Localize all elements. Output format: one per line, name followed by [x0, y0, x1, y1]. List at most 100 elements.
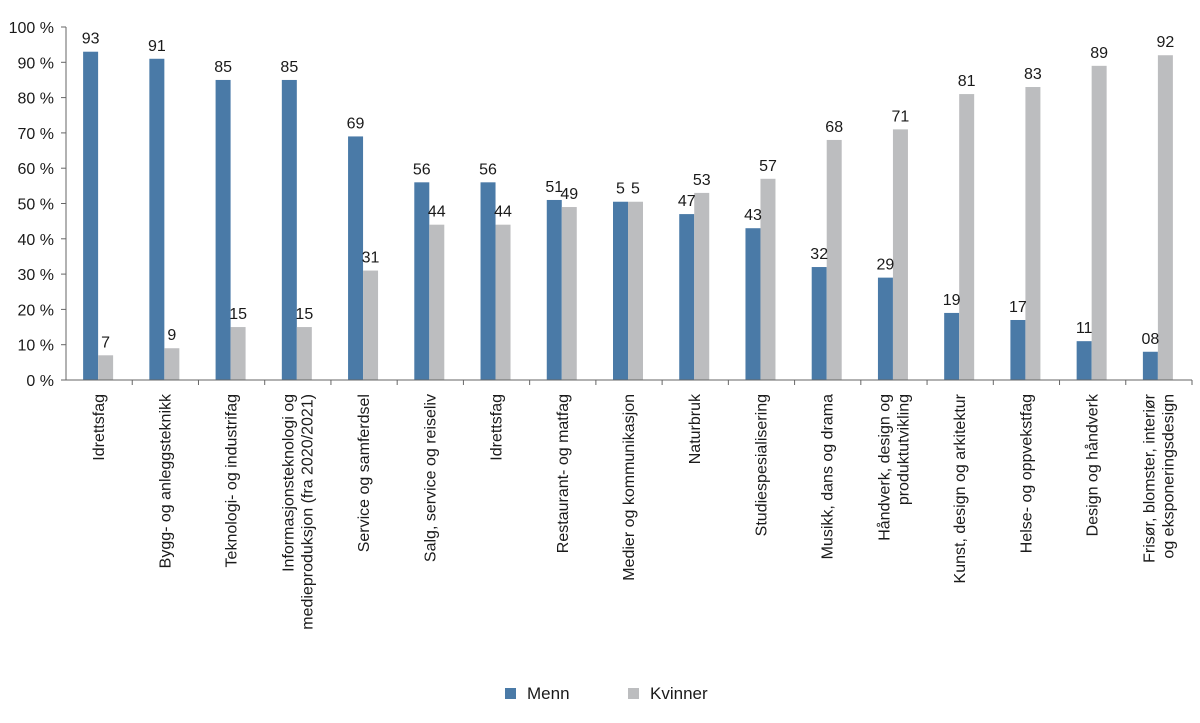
- x-category-label-line: Salg, service og reiseliv: [422, 394, 439, 562]
- data-label-menn: 11: [1076, 320, 1093, 337]
- x-category-label-line: Naturbruk: [687, 393, 704, 464]
- bar-menn: [480, 182, 496, 380]
- data-label-menn: 69: [347, 115, 365, 132]
- bar-kvinner: [363, 270, 379, 380]
- bar-kvinner: [1025, 87, 1041, 380]
- bar-menn: [348, 136, 364, 380]
- data-label-menn: 85: [280, 59, 298, 76]
- x-category-label-line: Studiespesialisering: [753, 394, 770, 536]
- bar-kvinner: [760, 178, 776, 380]
- data-label-kvinner: 89: [1090, 45, 1108, 62]
- x-category-label: Salg, service og reiseliv: [422, 394, 439, 562]
- x-category-label: Design og håndverk: [1084, 393, 1102, 536]
- bar-menn: [679, 214, 695, 380]
- legend-swatch-menn: [505, 688, 516, 699]
- bar-kvinner: [561, 207, 577, 380]
- x-category-label-line: Kunst, design og arkitektur: [952, 393, 969, 583]
- y-tick-label: 30 %: [18, 267, 54, 284]
- data-label-kvinner: 44: [494, 204, 512, 221]
- legend-label-menn: Menn: [527, 684, 570, 703]
- x-axis: Idrettsfag Bygg- og anleggsteknikk Teknolo…: [66, 379, 1193, 630]
- data-label-menn: 17: [1009, 299, 1027, 316]
- data-label-menn: 43: [744, 207, 762, 224]
- bar-menn: [546, 199, 562, 380]
- y-tick-label: 50 %: [18, 197, 54, 214]
- x-category-label-line: Informasjonsteknologi og: [280, 394, 297, 572]
- x-category-label-line: Service og samferdsel: [356, 394, 373, 552]
- legend: Menn Kvinner: [505, 684, 708, 703]
- data-label-kvinner: 71: [892, 108, 910, 125]
- data-label-kvinner: 15: [229, 306, 247, 323]
- data-label-menn: 19: [943, 292, 961, 309]
- data-label-kvinner: 83: [1024, 66, 1042, 83]
- bar-kvinner: [959, 94, 975, 380]
- y-axis: 0 % 10 % 20 % 30 % 40 % 50 % 60 % 70 % 80 % 90 % 1…: [9, 20, 67, 390]
- data-label-kvinner: 15: [295, 306, 313, 323]
- x-category-label: Frisør, blomster, interiør og eksponering…: [1141, 393, 1177, 563]
- data-label-menn: 56: [413, 161, 431, 178]
- x-category-label: Restaurant- og matfag: [555, 394, 572, 553]
- bar-kvinner: [826, 139, 842, 380]
- x-category-label: Service og samferdsel: [356, 394, 373, 552]
- data-label-kvinner: 44: [428, 204, 446, 221]
- x-category-label: Helse- og oppvekstfag: [1018, 394, 1035, 553]
- data-label-kvinner: 68: [825, 119, 843, 136]
- y-tick-label: 0 %: [26, 373, 54, 390]
- y-tick-label: 20 %: [18, 302, 54, 319]
- legend-swatch-kvinner: [628, 688, 639, 699]
- bar-menn: [414, 182, 430, 380]
- x-category-label-line: Håndverk, design og: [875, 394, 893, 541]
- data-label-menn: 08: [1141, 331, 1159, 348]
- legend-label-kvinner: Kvinner: [650, 684, 708, 703]
- data-label-kvinner: 49: [560, 186, 578, 203]
- data-label-kvinner: 31: [362, 250, 380, 267]
- x-category-label-line: Design og håndverk: [1084, 393, 1102, 536]
- bar-menn: [1142, 351, 1158, 380]
- data-label-menn: 93: [82, 31, 100, 48]
- x-category-label: Kunst, design og arkitektur: [952, 393, 969, 583]
- bar-menn: [944, 312, 960, 380]
- x-category-label-line: Restaurant- og matfag: [555, 394, 572, 553]
- x-category-label-line: Helse- og oppvekstfag: [1018, 394, 1035, 553]
- bar-kvinner: [1157, 55, 1173, 381]
- bar-kvinner: [892, 129, 908, 380]
- x-category-label-line: Teknologi- og industrifag: [224, 394, 241, 567]
- data-label-kvinner: 7: [101, 334, 110, 351]
- y-tick-label: 100 %: [9, 20, 54, 37]
- data-label-menn: 29: [877, 257, 895, 274]
- bar-kvinner: [495, 224, 511, 380]
- bar-kvinner: [429, 224, 445, 380]
- x-category-label: Idrettsfag: [91, 394, 108, 461]
- bar-menn: [149, 58, 165, 381]
- y-tick-label: 60 %: [18, 161, 54, 178]
- x-category-label-line: Medier og kommunikasjon: [621, 394, 638, 581]
- bar-menn: [1076, 341, 1092, 380]
- x-category-label: Studiespesialisering: [753, 394, 770, 536]
- bar-menn: [613, 201, 628, 380]
- x-category-label-line: Idrettsfag: [489, 394, 506, 461]
- x-category-label-line: og eksponeringsdesign: [1160, 394, 1177, 559]
- x-category-label-line: Idrettsfag: [91, 394, 108, 461]
- bar-menn: [745, 228, 761, 380]
- data-label-menn: 56: [479, 161, 497, 178]
- y-tick-label: 70 %: [18, 126, 54, 143]
- data-label-menn: 32: [810, 246, 828, 263]
- data-label-kvinner: 5: [631, 181, 640, 198]
- x-category-label-line: Musikk, dans og drama: [820, 394, 837, 560]
- data-label-menn: 91: [148, 38, 166, 55]
- y-tick-label: 10 %: [18, 338, 54, 355]
- x-category-label-line: Frisør, blomster, interiør: [1141, 393, 1158, 563]
- bar-kvinner: [694, 192, 710, 380]
- data-label-kvinner: 92: [1156, 34, 1174, 51]
- bar-menn: [811, 267, 827, 380]
- x-category-label-line: Bygg- og anleggsteknikk: [157, 393, 174, 568]
- data-label-menn: 51: [545, 179, 563, 196]
- x-category-label: Medier og kommunikasjon: [621, 394, 638, 581]
- bar-kvinner: [164, 348, 180, 380]
- x-category-label: Teknologi- og industrifag: [224, 394, 241, 567]
- data-label-kvinner: 53: [693, 172, 711, 189]
- bar-kvinner: [1091, 65, 1107, 380]
- x-category-label: Naturbruk: [687, 393, 704, 464]
